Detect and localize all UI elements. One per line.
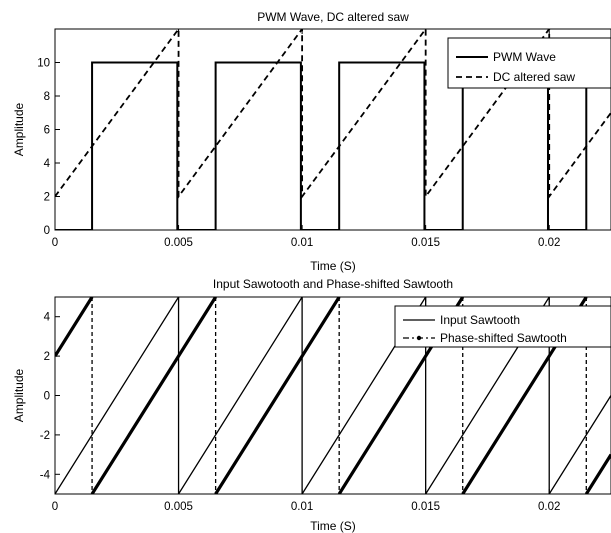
x-axis-label: Time (S) <box>310 259 356 273</box>
x-tick-label: 0.015 <box>411 237 440 249</box>
chart-1: PWM Wave, DC altered saw 0 0.005 0.01 0.015 0… <box>12 10 611 273</box>
x-tick-label: 0.005 <box>164 237 193 249</box>
y-tick-label: 0 <box>44 225 50 237</box>
x-tick-label: 0.02 <box>538 501 560 513</box>
legend-entry: Input Sawtooth <box>440 313 520 327</box>
y-tick-label: 0 <box>44 391 50 403</box>
series-line-2 <box>55 297 611 494</box>
chart-title: Input Sawotooth and Phase-shifted Sawtoo… <box>213 277 453 291</box>
x-axis-label: Time (S) <box>310 519 356 533</box>
y-tick-label: 10 <box>37 58 50 70</box>
y-axis-label: Amplitude <box>12 369 26 423</box>
y-tick-label: 8 <box>44 91 50 103</box>
x-tick-label: 0.01 <box>291 237 313 249</box>
x-tick-label: 0 <box>52 237 58 249</box>
y-tick-label: 4 <box>44 158 51 170</box>
x-tick-label: 0.015 <box>411 501 440 513</box>
series-line-2 <box>55 29 611 200</box>
y-tick-label: 2 <box>44 192 50 204</box>
y-tick-label: 6 <box>44 125 50 137</box>
legend-entry: DC altered saw <box>493 70 575 84</box>
x-tick-label: 0.02 <box>538 237 560 249</box>
chart-title: PWM Wave, DC altered saw <box>257 10 409 24</box>
legend: Input Sawtooth Phase-shifted Sawtooth <box>394 305 611 348</box>
x-tick-label: 0 <box>52 501 58 513</box>
legend-swatch-marker <box>416 335 422 341</box>
y-tick-label: 4 <box>44 312 51 324</box>
x-tick-label: 0.005 <box>164 501 193 513</box>
y-axis-label: Amplitude <box>12 103 26 157</box>
y-tick-label: -4 <box>40 469 51 481</box>
series-drop-line-2 <box>91 297 587 494</box>
x-tick-label: 0.01 <box>291 501 313 513</box>
legend-entry: PWM Wave <box>493 50 556 64</box>
series-line-1 <box>55 297 611 494</box>
chart-2: Input Sawotooth and Phase-shifted Sawtoo… <box>12 277 611 533</box>
legend-box <box>394 305 611 348</box>
legend-box <box>447 37 611 89</box>
legend-entry: Phase-shifted Sawtooth <box>440 331 567 345</box>
legend: PWM Wave DC altered saw <box>447 37 611 89</box>
series-group <box>55 297 611 494</box>
y-tick-label: -2 <box>40 430 50 442</box>
series-group <box>55 29 611 230</box>
y-tick-label: 2 <box>44 351 50 363</box>
